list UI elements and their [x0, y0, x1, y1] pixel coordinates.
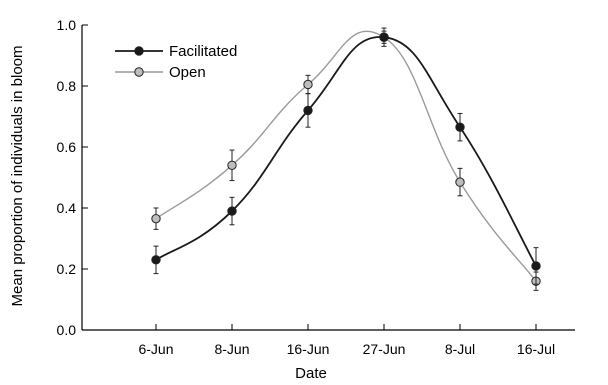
- data-point-facilitated: [379, 32, 389, 42]
- series-layer: [151, 27, 541, 291]
- series-facilitated: [151, 30, 541, 285]
- data-point-open: [227, 160, 237, 171]
- x-tick-label: 27-Jun: [363, 341, 406, 357]
- y-tick-label: 0.0: [57, 322, 77, 338]
- series-line-open: [155, 30, 537, 282]
- y-axis-title: Mean proportion of individuals in bloom: [9, 46, 26, 307]
- legend-marker: [134, 67, 144, 77]
- legend-item-facilitated: Facilitated: [115, 43, 237, 60]
- data-point-facilitated: [531, 261, 541, 271]
- x-tick-label: 16-Jul: [517, 341, 555, 357]
- y-tick-label: 0.2: [57, 261, 77, 277]
- data-point-open: [151, 213, 161, 224]
- series-open: [151, 27, 541, 291]
- axes: 0.0 0.2 0.4 0.6 0.8 1.0 6-Jun 8-Jun 16-Jun 27-Jun…: [57, 17, 575, 357]
- legend-label: Open: [169, 64, 206, 81]
- x-tick-label: 16-Jun: [287, 341, 330, 357]
- y-tick-label: 1.0: [57, 17, 77, 33]
- y-tick-label: 0.4: [57, 200, 77, 216]
- data-point-facilitated: [303, 105, 313, 116]
- x-tick-label: 8-Jun: [214, 341, 249, 357]
- series-line-facilitated: [155, 36, 537, 267]
- x-axis-title: Date: [295, 365, 327, 382]
- y-tick-label: 0.6: [57, 139, 77, 155]
- data-point-facilitated: [455, 122, 465, 132]
- data-point-open: [303, 79, 313, 90]
- data-point-facilitated: [151, 255, 161, 265]
- legend-item-open: Open: [115, 64, 206, 81]
- data-point-open: [455, 177, 465, 187]
- y-tick-label: 0.8: [57, 78, 77, 94]
- legend: Facilitated Open: [115, 43, 237, 81]
- data-point-facilitated: [227, 206, 237, 216]
- x-tick-label: 8-Jul: [445, 341, 475, 357]
- legend-marker: [134, 46, 144, 56]
- legend-label: Facilitated: [169, 43, 237, 60]
- x-tick-label: 6-Jun: [138, 341, 173, 357]
